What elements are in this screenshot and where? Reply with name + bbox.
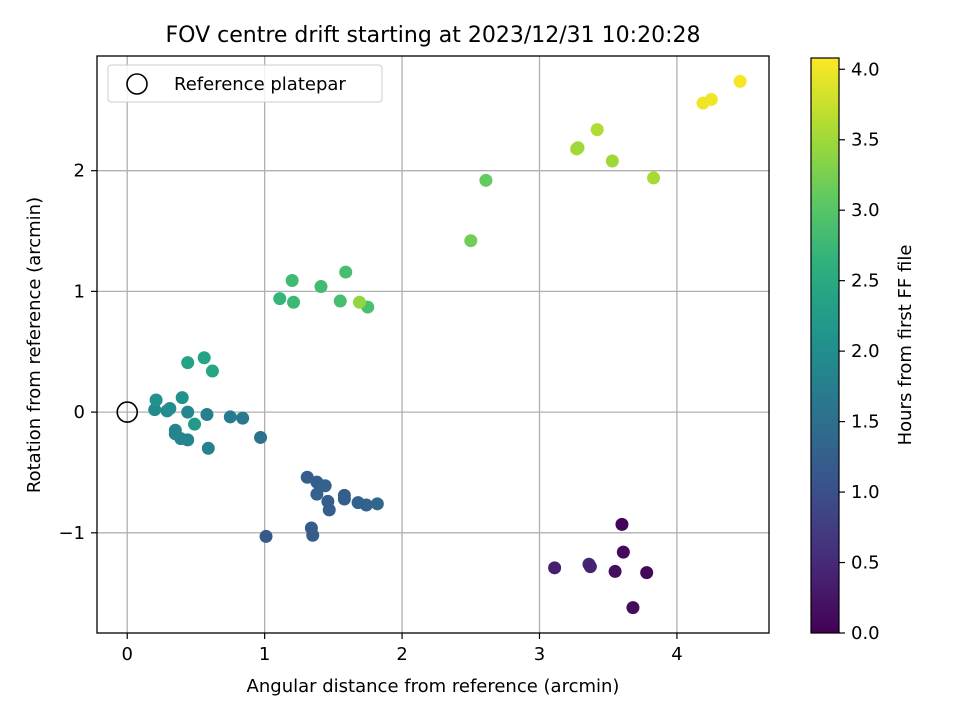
data-point xyxy=(201,441,215,455)
grid xyxy=(97,56,769,633)
data-point xyxy=(704,92,718,106)
data-point xyxy=(197,351,211,365)
x-tick-label: 2 xyxy=(396,644,407,665)
colorbar-tick-label: 3.0 xyxy=(851,200,880,221)
data-point xyxy=(370,497,384,511)
data-point xyxy=(571,141,585,155)
colorbar-tick-label: 1.5 xyxy=(851,412,880,433)
x-tick-label: 1 xyxy=(259,644,270,665)
data-point xyxy=(647,171,661,185)
legend-box xyxy=(107,64,383,103)
legend-marker-icon xyxy=(126,73,148,95)
data-point xyxy=(615,517,629,531)
data-point xyxy=(583,560,597,574)
data-point xyxy=(322,503,336,517)
data-point xyxy=(236,411,250,425)
data-point xyxy=(314,280,328,294)
data-point xyxy=(205,364,219,378)
y-tick-label: 1 xyxy=(74,281,85,302)
data-point xyxy=(200,408,214,422)
data-point xyxy=(359,498,373,512)
y-axis-ticks: −1 0 1 2 xyxy=(58,161,97,544)
x-axis-label: Angular distance from reference (arcmin) xyxy=(247,676,620,697)
colorbar-label: Hours from first FF file xyxy=(895,245,916,446)
colorbar xyxy=(810,57,840,634)
chart-title: FOV centre drift starting at 2023/12/31 … xyxy=(166,23,701,48)
data-points xyxy=(148,74,747,615)
data-point xyxy=(590,123,604,137)
colorbar-tick-label: 0.0 xyxy=(851,623,880,644)
colorbar-tick-label: 1.0 xyxy=(851,482,880,503)
data-point xyxy=(318,479,332,493)
reference-platepar-marker xyxy=(116,401,139,423)
data-point xyxy=(548,561,562,575)
data-point xyxy=(337,492,351,506)
colorbar-tick-label: 2.0 xyxy=(851,341,880,362)
legend-label: Reference platepar xyxy=(174,74,346,95)
data-point xyxy=(175,391,189,405)
x-tick-label: 0 xyxy=(122,644,133,665)
data-point xyxy=(259,529,273,543)
colorbar-tick-label: 3.5 xyxy=(851,130,880,151)
y-tick-label: 2 xyxy=(74,161,85,182)
legend: Reference platepar xyxy=(107,64,383,103)
y-tick-label: −1 xyxy=(58,523,85,544)
data-point xyxy=(287,295,301,309)
data-point xyxy=(273,292,287,306)
data-point xyxy=(181,405,195,419)
data-point xyxy=(285,274,299,288)
data-point xyxy=(254,430,268,444)
colorbar-ticks: 0.0 0.5 1.0 1.5 2.0 2.5 3.0 3.5 4.0 xyxy=(839,59,880,644)
data-point xyxy=(479,173,493,187)
y-tick-label: 0 xyxy=(74,402,85,423)
data-point xyxy=(223,410,237,424)
colorbar-tick-label: 2.5 xyxy=(851,271,880,292)
data-point xyxy=(148,403,162,417)
plot-frame xyxy=(96,55,770,634)
data-point xyxy=(626,601,640,615)
data-point xyxy=(608,564,622,578)
data-point xyxy=(188,417,202,431)
data-point xyxy=(333,294,347,308)
data-point xyxy=(149,393,163,407)
colorbar-tick-label: 0.5 xyxy=(851,553,880,574)
x-tick-label: 3 xyxy=(534,644,545,665)
data-point xyxy=(640,566,654,580)
x-axis-ticks: 0 1 2 3 4 xyxy=(122,633,683,665)
data-point xyxy=(733,74,747,88)
data-point xyxy=(306,528,320,542)
data-point xyxy=(352,295,366,309)
colorbar-tick-label: 4.0 xyxy=(851,59,880,80)
x-tick-label: 4 xyxy=(671,644,682,665)
data-point xyxy=(616,545,630,559)
y-axis-label: Rotation from reference (arcmin) xyxy=(24,197,45,493)
data-point xyxy=(163,401,177,415)
data-point xyxy=(605,154,619,168)
data-point xyxy=(181,356,195,370)
data-point xyxy=(464,234,478,248)
data-point xyxy=(168,427,182,441)
data-point xyxy=(310,487,324,501)
data-point xyxy=(339,265,353,279)
data-point xyxy=(300,470,314,484)
